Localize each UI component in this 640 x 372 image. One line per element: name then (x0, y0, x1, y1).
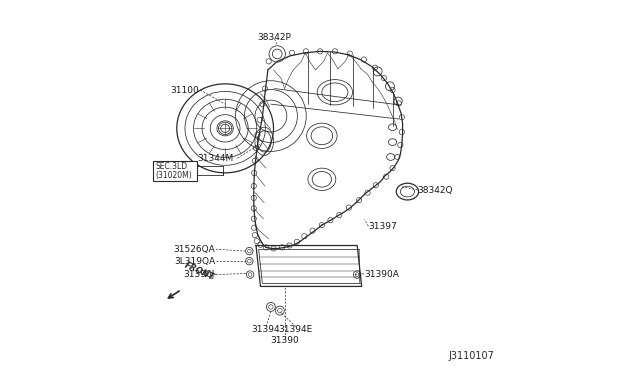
Text: J3110107: J3110107 (449, 352, 495, 361)
Text: 31390A: 31390A (365, 270, 399, 279)
Text: 3L319QA: 3L319QA (174, 257, 215, 266)
Text: (31020M): (31020M) (156, 171, 192, 180)
Text: 31344M: 31344M (198, 154, 234, 163)
Text: 31390J: 31390J (184, 270, 215, 279)
Text: SEC.3LD: SEC.3LD (156, 162, 188, 171)
Text: 31390: 31390 (270, 336, 299, 345)
Text: SEC.3LD: SEC.3LD (159, 164, 191, 173)
Bar (154, 161, 197, 181)
Text: 38342P: 38342P (258, 33, 292, 42)
Text: 31394: 31394 (252, 325, 280, 334)
Text: 31526QA: 31526QA (173, 245, 215, 254)
Text: 38342Q: 38342Q (417, 186, 453, 195)
Text: (31020M): (31020M) (159, 171, 196, 180)
Text: FRONT: FRONT (184, 260, 216, 282)
Text: 31100: 31100 (170, 86, 199, 94)
Text: 31394E: 31394E (278, 325, 313, 334)
Text: 31397: 31397 (369, 222, 397, 231)
